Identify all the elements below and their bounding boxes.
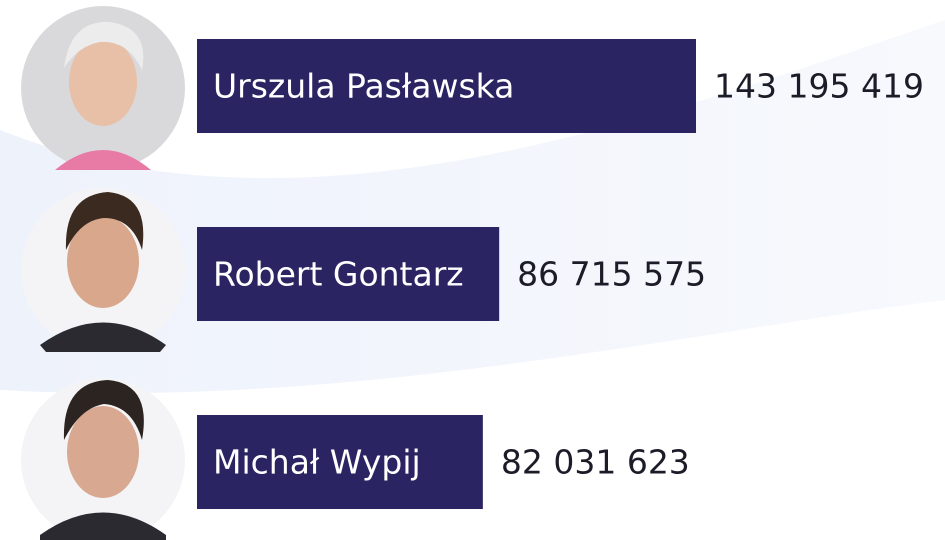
- value-label: 86 715 575: [517, 255, 706, 294]
- photo: [21, 6, 185, 170]
- category-label: Robert Gontarz: [213, 255, 464, 294]
- photos: [21, 6, 185, 540]
- photo: [21, 378, 185, 540]
- photo: [21, 188, 185, 352]
- bar: [197, 415, 483, 509]
- value-label: 143 195 419: [714, 67, 924, 106]
- category-label: Urszula Pasławska: [213, 67, 514, 106]
- category-label: Michał Wypij: [213, 443, 421, 482]
- bar: [197, 227, 500, 321]
- value-label: 82 031 623: [501, 443, 690, 482]
- bar: [197, 39, 696, 133]
